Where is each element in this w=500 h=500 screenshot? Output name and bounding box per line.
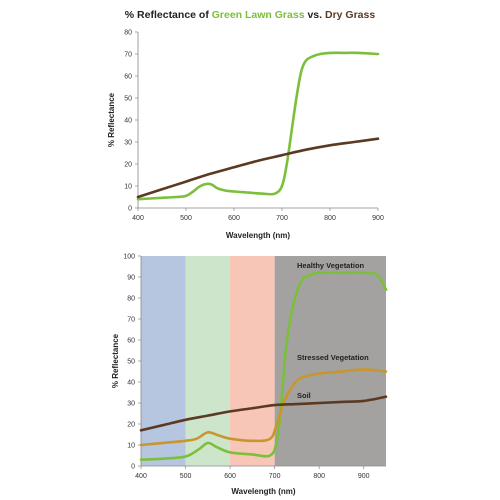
y-tick-label: 50 xyxy=(124,96,132,103)
x-tick-label: 800 xyxy=(324,215,336,222)
series-line-healthy-vegetation xyxy=(139,271,388,461)
y-tick-label: 30 xyxy=(124,140,132,147)
y-tick-label: 10 xyxy=(124,184,132,191)
spectrum-band-2 xyxy=(230,256,275,466)
y-tick-label: 40 xyxy=(127,380,135,387)
y-tick-label: 20 xyxy=(124,162,132,169)
y-tick-label: 20 xyxy=(127,422,135,429)
y-tick-label: 40 xyxy=(124,118,132,125)
y-tick-label: 10 xyxy=(127,443,135,450)
series-line-soil xyxy=(139,395,388,432)
y-axis-title: % Reflectance xyxy=(107,92,116,147)
x-tick-label: 500 xyxy=(180,473,192,480)
x-tick-label: 700 xyxy=(276,215,288,222)
chart-title-segment: Dry Grass xyxy=(325,9,375,21)
y-tick-label: 30 xyxy=(127,401,135,408)
y-tick-label: 0 xyxy=(128,206,132,213)
chart-vegetation-soil-spectra: 0 10 20 30 40 50 60 70 80 90 100 400 500 600 700 800 900… xyxy=(111,254,388,496)
x-tick-label: 800 xyxy=(313,473,325,480)
chart-title-segment: vs. xyxy=(305,9,325,21)
x-tick-label: 900 xyxy=(372,215,384,222)
spectrum-band-1 xyxy=(185,256,231,466)
series-line-0 xyxy=(136,51,380,201)
y-tick-label: 60 xyxy=(124,74,132,81)
x-tick-label: 400 xyxy=(135,473,147,480)
y-tick-label: 90 xyxy=(127,275,135,282)
y-tick-label: 70 xyxy=(124,52,132,59)
chart-title-segment: % Reflectance of xyxy=(125,9,212,21)
y-axis-title: % Reflectance xyxy=(111,333,120,388)
y-tick-label: 80 xyxy=(127,296,135,303)
chart-title-segment: Green Lawn Grass xyxy=(212,9,305,21)
series-line-stressed-vegetation xyxy=(139,368,388,447)
x-tick-label: 900 xyxy=(358,473,370,480)
x-axis-title: Wavelength (nm) xyxy=(231,487,295,496)
chart-title: % Reflectance of Green Lawn Grass vs. Dr… xyxy=(125,9,376,21)
x-tick-label: 500 xyxy=(180,215,192,222)
x-tick-label: 600 xyxy=(224,473,236,480)
y-tick-label: 100 xyxy=(123,254,135,261)
series-line-1 xyxy=(136,137,380,199)
y-tick-label: 0 xyxy=(131,464,135,471)
x-axis-title: Wavelength (nm) xyxy=(226,231,290,240)
y-tick-label: 70 xyxy=(127,317,135,324)
x-tick-label: 700 xyxy=(269,473,281,480)
y-tick-label: 50 xyxy=(127,359,135,366)
chart-green-vs-dry-grass: 0 10 20 30 40 50 60 70 80 400 500 600 700 800 900 Wavel… xyxy=(107,9,384,240)
y-tick-label: 60 xyxy=(127,338,135,345)
series-label-stressed-vegetation: Stressed Vegetation xyxy=(297,353,369,362)
x-tick-label: 400 xyxy=(132,215,144,222)
y-tick-label: 80 xyxy=(124,30,132,37)
series-label-healthy-vegetation: Healthy Vegetation xyxy=(297,261,365,270)
series-label-soil: Soil xyxy=(297,391,311,400)
spectrum-band-0 xyxy=(141,256,186,466)
x-tick-label: 600 xyxy=(228,215,240,222)
spectrum-band-3 xyxy=(274,256,386,466)
